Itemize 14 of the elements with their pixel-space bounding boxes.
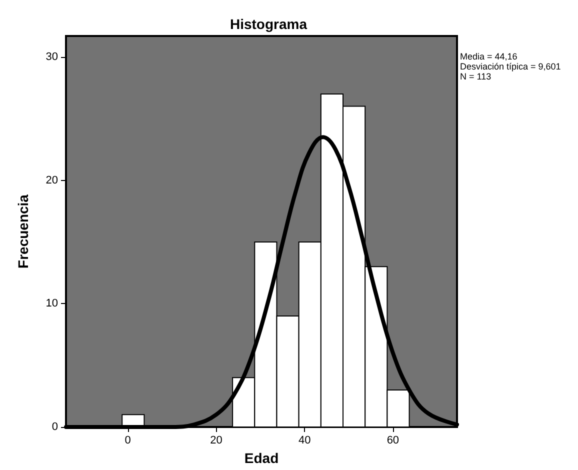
x-tick-label: 40 (298, 434, 311, 446)
y-axis-title: Frecuencia (15, 194, 31, 268)
y-tick-label: 10 (46, 298, 58, 310)
text: Desviación típica = 9,601 (460, 62, 561, 72)
y-tick-label: 20 (46, 174, 58, 186)
y-tick-label: 30 (46, 50, 58, 63)
text: Media = 44,16 (460, 52, 518, 62)
x-tick-label: 60 (386, 434, 400, 446)
text: N = 113 (460, 72, 492, 82)
x-tick-label: 20 (210, 434, 222, 446)
chart-title: Histograma (230, 16, 308, 32)
x-tick-label: 0 (124, 434, 131, 446)
y-tick-label: 0 (52, 421, 58, 433)
x-axis-title: Edad (244, 450, 279, 466)
